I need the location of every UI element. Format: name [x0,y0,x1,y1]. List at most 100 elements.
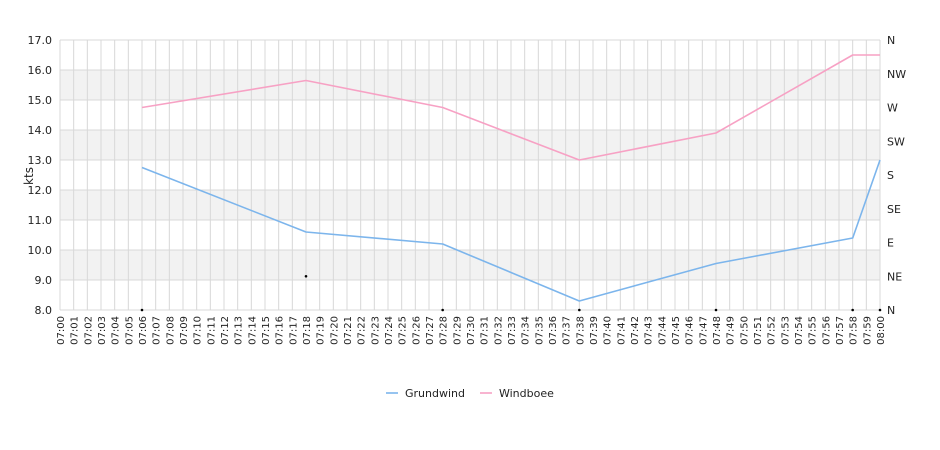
y-tick-label: 9.0 [35,274,53,287]
y-tick-label: 13.0 [28,154,53,167]
direction-tick-label: NE [887,270,902,283]
y-axis-ticks: 8.0 9.0 10.0 11.0 12.0 13.0 14.0 15.0 16.0 17.0 [28,34,53,317]
x-tick-label: 07:57 [835,316,846,345]
x-tick-label: 07:27 [425,316,436,345]
x-tick-label: 07:18 [302,316,313,345]
x-tick-label: 07:35 [534,316,545,345]
x-axis-ticks: 07:00 07:01 07:02 07:03 07:04 07:05 07:06 07:07… [56,316,887,345]
horizontal-gridlines [60,39,880,311]
x-tick-label: 07:04 [111,316,122,345]
y-tick-label: 16.0 [28,64,53,77]
x-tick-label: 07:28 [439,316,450,345]
x-tick-label: 07:01 [70,316,81,345]
x-tick-label: 07:33 [507,316,518,345]
x-tick-label: 07:21 [343,316,354,345]
x-tick-label: 07:30 [466,316,477,345]
x-tick-label: 07:10 [193,316,204,345]
y-tick-label: 8.0 [35,304,53,317]
x-tick-label: 07:06 [138,316,149,345]
x-tick-label: 07:14 [247,316,258,345]
x-tick-label: 07:41 [616,316,627,345]
x-tick-label: 07:52 [767,316,778,345]
direction-tick-label: W [887,102,898,115]
legend-label: Grundwind [405,387,465,400]
direction-axis-ticks: N NE E SE S SW W NW N [887,34,906,317]
x-tick-label: 07:50 [739,316,750,345]
x-tick-label: 07:58 [849,316,860,345]
x-tick-label: 07:16 [275,316,286,345]
x-tick-label: 07:13 [234,316,245,345]
x-tick-label: 07:02 [83,316,94,345]
x-tick-label: 07:15 [261,316,272,345]
y-tick-label: 11.0 [28,214,53,227]
direction-marker [304,274,308,278]
direction-tick-label: SW [887,135,905,148]
legend-item-grundwind[interactable]: Grundwind [386,387,465,400]
x-tick-label: 07:45 [671,316,682,345]
x-tick-label: 07:19 [316,316,327,345]
y-tick-label: 12.0 [28,184,53,197]
y-tick-label: 15.0 [28,94,53,107]
x-tick-label: 07:08 [165,316,176,345]
direction-markers [140,274,882,312]
x-tick-label: 07:46 [685,316,696,345]
x-tick-label: 07:53 [780,316,791,345]
x-tick-label: 07:39 [589,316,600,345]
x-tick-label: 07:44 [657,316,668,345]
y-tick-label: 17.0 [28,34,53,47]
x-tick-label: 07:22 [357,316,368,345]
x-tick-label: 07:49 [726,316,737,345]
series-line-grundwind[interactable] [141,159,881,302]
x-tick-label: 07:56 [821,316,832,345]
vertical-gridlines [59,40,881,310]
x-tick-label: 07:36 [548,316,559,345]
x-tick-label: 07:55 [808,316,819,345]
x-tick-label: 07:00 [56,316,67,345]
x-tick-label: 07:12 [220,316,231,345]
direction-tick-label: NW [887,68,906,81]
x-tick-label: 07:38 [575,316,586,345]
x-tick-label: 07:43 [644,316,655,345]
x-tick-label: 07:32 [493,316,504,345]
x-tick-label: 07:34 [521,316,532,345]
x-tick-label: 07:51 [753,316,764,345]
direction-tick-label: S [887,169,894,182]
direction-tick-label: E [887,237,894,250]
x-tick-label: 07:09 [179,316,190,345]
x-tick-label: 07:48 [712,316,723,345]
x-tick-label: 07:05 [124,316,135,345]
x-tick-label: 07:47 [698,316,709,345]
direction-marker [578,308,581,312]
x-tick-label: 07:40 [603,316,614,345]
series-line-windboee[interactable] [141,54,880,161]
x-tick-label: 07:37 [562,316,573,345]
x-tick-label: 07:31 [480,316,491,345]
x-tick-label: 07:03 [97,316,108,345]
direction-tick-label: N [887,304,895,317]
x-tick-label: 07:17 [288,316,299,345]
direction-tick-label: N [887,34,895,47]
direction-tick-label: SE [887,203,901,216]
x-tick-label: 07:20 [329,316,340,345]
y-tick-label: 14.0 [28,124,53,137]
x-tick-label: 07:29 [452,316,463,345]
x-tick-label: 07:26 [411,316,422,345]
x-tick-label: 07:24 [384,316,395,345]
x-tick-label: 07:23 [370,316,381,345]
legend-item-windboee[interactable]: Windboee [479,387,554,400]
x-tick-label: 07:11 [206,316,217,345]
direction-marker [851,308,854,312]
x-tick-label: 07:25 [398,316,409,345]
direction-marker [441,308,444,312]
direction-marker [140,308,144,312]
series-lines [141,54,881,302]
legend-label: Windboee [499,387,554,400]
y-tick-label: 10.0 [28,244,53,257]
direction-marker [714,308,718,312]
x-tick-label: 08:00 [876,316,887,345]
x-tick-label: 07:42 [630,316,641,345]
legend: Grundwind Windboee [386,387,554,400]
x-tick-label: 07:54 [794,316,805,345]
y-axis-label: kts [22,167,36,185]
